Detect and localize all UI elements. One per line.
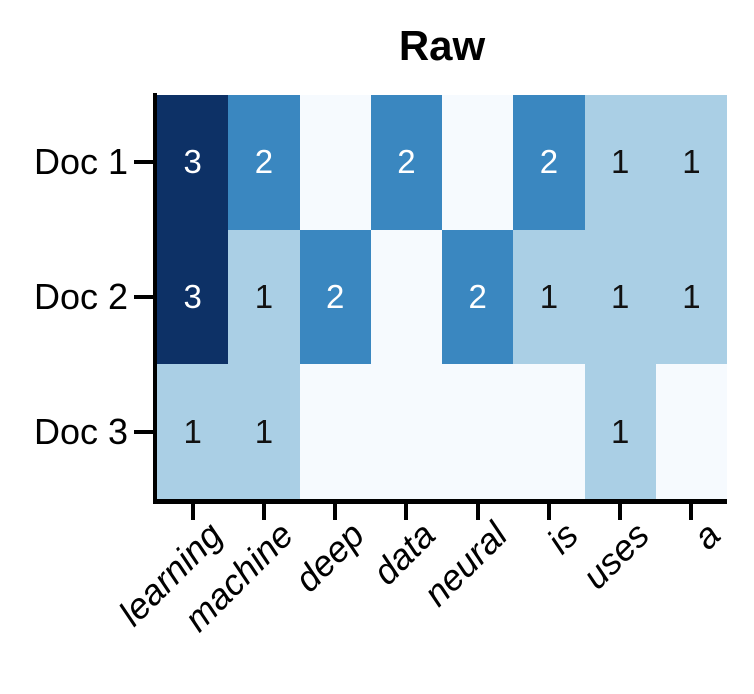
cell-value: 2 (397, 143, 416, 181)
cell-value: 3 (183, 143, 202, 181)
y-axis-spine (153, 93, 157, 504)
heatmap-cell: 1 (513, 229, 585, 365)
heatmap-cell: 1 (157, 364, 229, 499)
cell-value: 1 (682, 143, 701, 181)
heatmap-cell: 1 (584, 364, 656, 499)
x-tick-mark (404, 504, 409, 520)
heatmap-cell (370, 229, 442, 365)
heatmap-cell (299, 364, 371, 499)
x-tick-mark (475, 504, 480, 520)
heatmap-grid: 3 2 2 2 1 1 3 1 2 2 1 1 1 1 1 1 (157, 95, 727, 499)
y-tick-mark (134, 295, 154, 299)
cell-value: 1 (254, 412, 274, 450)
heatmap-cell: 3 (157, 95, 229, 230)
x-tick-mark (261, 504, 266, 520)
heatmap-cell: 1 (584, 229, 656, 365)
heatmap-cell: 1 (655, 95, 727, 230)
y-tick-label: Doc 2 (33, 276, 128, 317)
heatmap-cell: 2 (228, 95, 300, 230)
x-tick-label: deep (286, 514, 373, 600)
x-tick-mark (190, 504, 195, 520)
heatmap-cell: 2 (442, 229, 514, 365)
x-tick-mark (333, 504, 338, 520)
cell-value: 2 (325, 277, 345, 315)
x-tick-mark (546, 504, 551, 520)
cell-value: 1 (183, 412, 202, 450)
cell-value: 1 (610, 143, 630, 181)
x-tick-label: a (685, 514, 729, 558)
heatmap-cell: 1 (655, 229, 727, 365)
x-axis-spine (153, 499, 727, 504)
heatmap-cell (370, 364, 442, 499)
heatmap-cell (513, 364, 585, 499)
heatmap-cell: 1 (584, 95, 656, 230)
x-tick-mark (689, 504, 694, 520)
cell-value: 2 (539, 143, 559, 181)
y-tick-label: Doc 1 (33, 141, 128, 183)
y-tick-label: Doc 3 (33, 410, 128, 452)
heatmap-cell (442, 95, 514, 230)
cell-value: 1 (682, 277, 701, 315)
heatmap-cell: 1 (228, 364, 300, 499)
cell-value: 2 (468, 277, 487, 315)
x-tick-mark (618, 504, 623, 520)
heatmap-cell: 2 (513, 95, 585, 230)
heatmap-cell (655, 364, 727, 499)
y-tick-mark (134, 160, 154, 165)
cell-value: 1 (539, 277, 559, 315)
y-tick-mark (134, 429, 154, 434)
cell-value: 1 (610, 412, 630, 450)
heatmap-cell (299, 95, 371, 230)
cell-value: 1 (254, 277, 274, 315)
cell-value: 2 (254, 143, 274, 181)
heatmap-cell: 3 (157, 229, 229, 365)
chart-title: Raw (398, 22, 486, 69)
heatmap-cell (442, 364, 514, 499)
x-tick-label: is (538, 514, 586, 562)
heatmap-cell: 1 (228, 229, 300, 365)
x-tick-label: uses (574, 514, 658, 597)
heatmap-cell: 2 (370, 95, 442, 230)
cell-value: 3 (183, 277, 202, 315)
heatmap-cell: 2 (299, 229, 371, 365)
cell-value: 1 (610, 277, 630, 315)
